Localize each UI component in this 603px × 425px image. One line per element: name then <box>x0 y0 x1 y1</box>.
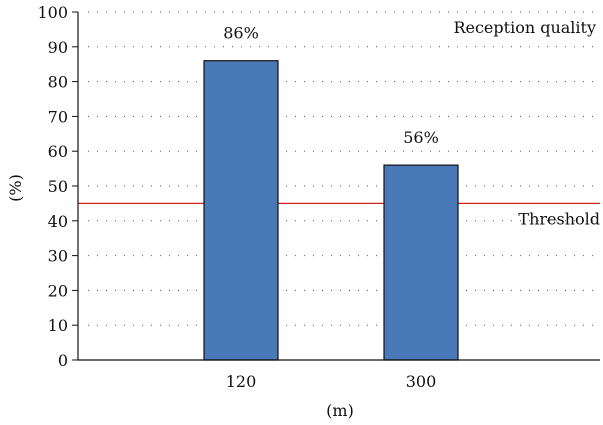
y-tick-label: 0 <box>58 351 68 370</box>
y-ticks: 0 10 20 30 40 50 60 70 80 90 100 <box>37 3 78 370</box>
axes <box>77 12 600 361</box>
x-tick-label: 120 <box>226 372 257 391</box>
bar-value-label: 56% <box>403 128 439 147</box>
grid-lines <box>88 11 600 326</box>
threshold-group: Threshold <box>78 202 600 228</box>
y-tick-label: 10 <box>48 316 68 335</box>
y-tick-label: 40 <box>48 212 68 231</box>
y-tick-label: 30 <box>48 247 68 266</box>
y-tick-label: 60 <box>48 142 68 161</box>
y-tick-label: 100 <box>37 3 68 22</box>
y-tick-label: 80 <box>48 73 68 92</box>
y-tick-label: 50 <box>48 177 68 196</box>
y-tick-label: 20 <box>48 281 68 300</box>
y-tick-label: 90 <box>48 38 68 57</box>
threshold-label: Threshold <box>518 209 600 228</box>
bar-value-label: 86% <box>223 24 259 43</box>
y-axis-label: (%) <box>6 174 25 202</box>
legend-label: Reception quality <box>453 18 596 37</box>
bars: 86% 56% <box>203 24 459 361</box>
x-axis-label: (m) <box>326 401 354 420</box>
x-tick-label: 300 <box>406 372 437 391</box>
bar <box>383 164 459 361</box>
bar <box>203 60 279 361</box>
x-ticks: 120 300 <box>226 372 437 391</box>
y-tick-label: 70 <box>48 107 68 126</box>
